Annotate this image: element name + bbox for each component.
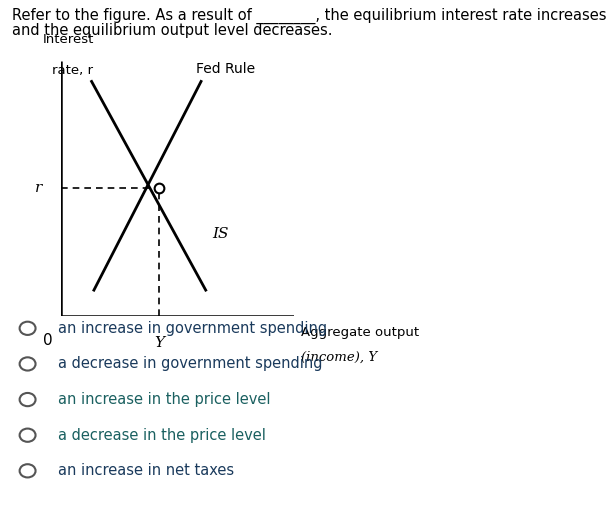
Text: r: r [36,181,43,195]
Text: an increase in government spending: an increase in government spending [58,321,327,336]
Text: and the equilibrium output level decreases.: and the equilibrium output level decreas… [12,23,333,38]
Text: a decrease in government spending: a decrease in government spending [58,356,322,372]
Text: 0: 0 [42,333,52,348]
Text: Aggregate output: Aggregate output [301,326,419,339]
Text: IS: IS [213,227,229,241]
Text: Refer to the figure. As a result of ________, the equilibrium interest rate incr: Refer to the figure. As a result of ____… [12,8,607,24]
Text: Interest: Interest [43,33,94,46]
Text: an increase in the price level: an increase in the price level [58,392,271,407]
Text: an increase in net taxes: an increase in net taxes [58,463,234,478]
Text: Y: Y [154,336,164,350]
Text: a decrease in the price level: a decrease in the price level [58,428,266,443]
Text: rate, r: rate, r [52,64,93,77]
Text: Fed Rule: Fed Rule [196,62,256,76]
Text: (income), Y: (income), Y [301,351,378,364]
